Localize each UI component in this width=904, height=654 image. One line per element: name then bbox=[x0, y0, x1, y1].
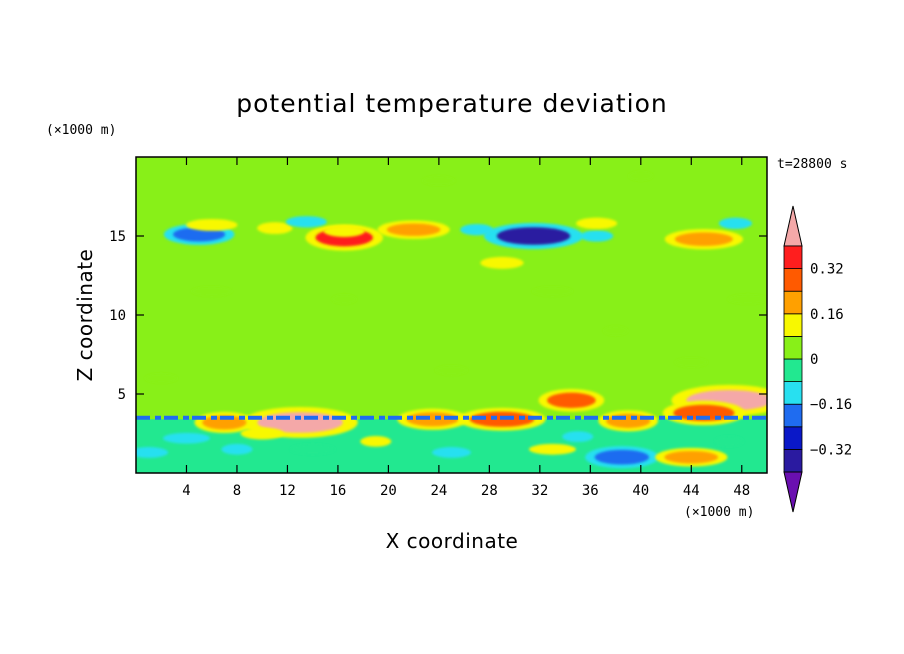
colorbar-segment bbox=[783, 290, 803, 315]
x-tick: 32 bbox=[531, 157, 548, 499]
colorbar-segment bbox=[783, 403, 803, 428]
contour-feature bbox=[360, 436, 392, 447]
time-label: t=28800 s bbox=[777, 157, 847, 172]
contour-feature bbox=[675, 357, 708, 367]
colorbar-tick-label: −0.32 bbox=[810, 442, 852, 458]
y-tick-label: 10 bbox=[109, 308, 126, 324]
contour-feature bbox=[240, 427, 284, 440]
x-tick: 36 bbox=[582, 157, 599, 499]
colorbar-segment bbox=[783, 335, 803, 360]
x-tick-label: 16 bbox=[329, 483, 346, 499]
x-tick-label: 40 bbox=[632, 483, 649, 499]
chart-title: potential temperature deviation bbox=[236, 89, 667, 118]
y-tick: 10 bbox=[109, 308, 767, 324]
contour-feature bbox=[460, 224, 494, 236]
colorbar-tick-label: 0 bbox=[810, 352, 818, 368]
x-tick: 8 bbox=[233, 157, 241, 499]
contour-feature bbox=[714, 436, 744, 447]
x-tick-label: 36 bbox=[582, 483, 599, 499]
y-tick: 15 bbox=[109, 229, 767, 245]
contour-feature bbox=[528, 443, 576, 455]
contour-feature bbox=[435, 365, 468, 375]
contour-feature bbox=[662, 400, 746, 426]
colorbar-upper-extend bbox=[783, 205, 803, 247]
colorbar-tick-label: 0.32 bbox=[810, 262, 844, 278]
y-tick-label: 15 bbox=[109, 229, 126, 245]
contour-feature bbox=[221, 443, 253, 455]
contour-feature bbox=[576, 217, 618, 230]
x-tick: 40 bbox=[632, 157, 649, 499]
x-tick-label: 32 bbox=[531, 483, 548, 499]
colorbar-lower-extend bbox=[783, 471, 803, 513]
contour-feature bbox=[585, 446, 659, 469]
x-tick: 24 bbox=[430, 157, 447, 499]
contour-feature bbox=[191, 286, 232, 296]
contour-feature bbox=[538, 388, 605, 412]
y-axis: 5 10 15 bbox=[109, 229, 767, 403]
contour-feature bbox=[422, 176, 456, 186]
contour-feature bbox=[145, 373, 178, 383]
x-tick: 44 bbox=[683, 157, 700, 499]
contour-feature bbox=[162, 432, 210, 444]
x-tick: 48 bbox=[733, 157, 750, 499]
contour-feature bbox=[480, 256, 524, 269]
contour-feature bbox=[628, 171, 653, 181]
contour-feature bbox=[598, 410, 659, 432]
contour-feature bbox=[290, 444, 336, 455]
x-tick-label: 12 bbox=[279, 483, 296, 499]
x-tick: 4 bbox=[182, 157, 191, 499]
colorbar-segment bbox=[783, 448, 803, 473]
contour-field bbox=[136, 171, 767, 473]
x-tick-label: 4 bbox=[182, 483, 190, 499]
x-tick: 28 bbox=[481, 157, 498, 499]
x-tick: 20 bbox=[380, 157, 397, 499]
y-tick: 5 bbox=[118, 387, 767, 403]
contour-feature bbox=[186, 218, 238, 231]
contour-feature bbox=[483, 222, 584, 250]
colorbar-tick-label: 0.16 bbox=[810, 307, 844, 323]
x-tick-label: 44 bbox=[683, 483, 700, 499]
x-tick: 16 bbox=[329, 157, 346, 499]
y-axis-unit: (×1000 m) bbox=[46, 123, 116, 138]
contour-feature bbox=[727, 294, 767, 304]
x-tick-label: 48 bbox=[733, 483, 750, 499]
colorbar-segment bbox=[783, 381, 803, 405]
contour-feature bbox=[377, 220, 450, 240]
colorbar-segment bbox=[783, 313, 803, 337]
contour-feature bbox=[718, 217, 753, 230]
y-axis-label: Z coordinate bbox=[73, 249, 97, 382]
x-tick-label: 24 bbox=[430, 483, 447, 499]
contour-feature bbox=[285, 216, 327, 228]
x-axis: 4 8 12 16 20 24 28 32 36 40 44 48 bbox=[182, 157, 750, 499]
contour-feature bbox=[432, 447, 471, 458]
x-axis-label: X coordinate bbox=[386, 529, 519, 553]
y-tick-label: 5 bbox=[118, 387, 126, 403]
contour-feature bbox=[562, 431, 594, 443]
x-tick-label: 28 bbox=[481, 483, 498, 499]
colorbar-tick-label: −0.16 bbox=[810, 397, 852, 413]
colorbar-segment bbox=[783, 245, 803, 270]
x-tick-label: 8 bbox=[233, 483, 241, 499]
contour-feature bbox=[664, 228, 744, 250]
x-tick: 12 bbox=[279, 157, 296, 499]
contour-feature bbox=[603, 326, 628, 336]
contour-feature bbox=[136, 447, 169, 458]
colorbar: 0.32 0.16 0 −0.16 −0.32 bbox=[783, 205, 852, 513]
x-tick-label: 20 bbox=[380, 483, 397, 499]
contour-feature bbox=[332, 294, 357, 304]
colorbar-segment bbox=[783, 358, 803, 383]
contour-feature bbox=[580, 230, 614, 242]
contour-feature bbox=[532, 286, 573, 296]
colorbar-segment bbox=[783, 268, 803, 292]
contour-feature bbox=[323, 225, 365, 237]
contour-feature bbox=[655, 447, 728, 467]
contour-feature bbox=[257, 222, 293, 235]
x-axis-unit: (×1000 m) bbox=[684, 505, 754, 520]
colorbar-segment bbox=[783, 426, 803, 450]
